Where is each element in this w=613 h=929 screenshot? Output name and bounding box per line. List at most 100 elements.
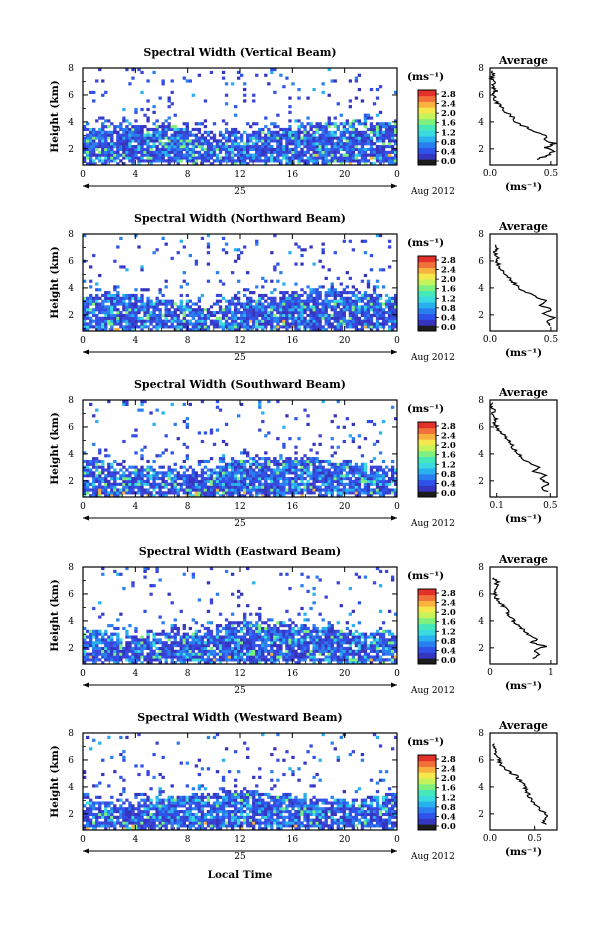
heatmap-cell <box>384 153 389 157</box>
heatmap-cell <box>372 471 377 475</box>
heatmap-cell <box>233 328 238 332</box>
heatmap-cell <box>236 153 241 157</box>
heatmap-cell <box>179 658 183 662</box>
heatmap-cell <box>140 402 144 406</box>
heatmap-cell <box>209 491 214 495</box>
heatmap-cell <box>270 153 274 157</box>
heatmap-cell <box>200 655 205 659</box>
heatmap-cell <box>89 462 93 466</box>
heatmap-cell <box>227 494 232 498</box>
heatmap-cell <box>215 316 220 320</box>
heatmap-cell <box>119 322 123 326</box>
heatmap-cell <box>173 319 177 323</box>
heatmap-cell <box>83 635 87 639</box>
heatmap-cell <box>170 601 174 605</box>
heatmap-cell <box>345 632 349 636</box>
heatmap-cell <box>312 485 316 489</box>
heatmap-cell <box>218 479 223 484</box>
heatmap-cell <box>98 474 102 478</box>
heatmap-cell <box>164 125 168 129</box>
heatmap-cell <box>327 649 331 653</box>
heatmap-cell <box>330 145 334 149</box>
heatmap-cell <box>294 477 298 481</box>
heatmap-cell <box>303 125 307 129</box>
heatmap-cell <box>203 147 208 152</box>
heatmap-cell <box>354 127 359 132</box>
heatmap-cell <box>212 477 217 481</box>
heatmap-cell <box>243 145 247 149</box>
heatmap-cell <box>140 130 144 134</box>
heatmap-cell <box>351 474 356 478</box>
heatmap-cell <box>158 153 162 157</box>
heatmap-cell <box>179 293 183 298</box>
heatmap-cell <box>291 130 295 134</box>
heatmap-cell <box>261 147 265 152</box>
heatmap-cell <box>291 325 295 329</box>
heatmap-cell <box>149 299 153 303</box>
heatmap-cell <box>116 293 120 298</box>
heatmap-cell <box>348 612 353 616</box>
heatmap-cell <box>92 133 96 137</box>
heatmap-cell <box>125 313 129 318</box>
heatmap-cell <box>128 635 132 639</box>
heatmap-cell <box>92 253 96 258</box>
heatmap-cell <box>161 82 165 86</box>
heatmap-cell <box>345 136 349 140</box>
heatmap-cell <box>276 479 280 484</box>
heatmap-cell <box>324 629 328 633</box>
heatmap-cell <box>309 632 313 636</box>
heatmap-cell <box>276 145 280 149</box>
heatmap-cell <box>95 632 99 636</box>
heatmap-cell <box>230 162 235 166</box>
heatmap-cell <box>113 652 117 656</box>
average-x-axis-label: (ms⁻¹) <box>505 347 542 359</box>
heatmap-cell <box>372 162 377 166</box>
heatmap-cell <box>92 136 96 140</box>
heatmap-cell <box>387 162 392 166</box>
average-frame <box>489 67 558 166</box>
heatmap-cell <box>249 649 253 653</box>
heatmap-cell <box>233 474 238 478</box>
heatmap-cell <box>273 629 277 633</box>
heatmap-cell <box>89 311 93 315</box>
heatmap-cell <box>185 649 189 653</box>
heatmap-cell <box>128 293 132 298</box>
heatmap-cell <box>354 494 359 498</box>
heatmap-cell <box>221 471 226 475</box>
heatmap-cell <box>215 311 220 315</box>
heatmap-cell <box>258 465 262 469</box>
heatmap-cell <box>273 90 277 94</box>
heatmap-cell <box>300 299 304 303</box>
heatmap-cell <box>279 474 283 478</box>
heatmap-cell <box>243 618 247 622</box>
heatmap-cell <box>312 136 316 140</box>
colorbar-swatch <box>418 325 436 332</box>
heatmap-cell <box>333 325 337 329</box>
heatmap-cell <box>185 655 189 659</box>
colorbar-swatch <box>418 479 436 486</box>
heatmap-cell <box>321 150 325 154</box>
heatmap-cell <box>243 462 247 466</box>
heatmap-cell <box>140 408 144 412</box>
heatmap-cell <box>194 159 199 163</box>
heatmap-cell <box>230 658 235 662</box>
heatmap-cell <box>218 459 223 464</box>
heatmap-cell <box>185 644 189 648</box>
heatmap-cell <box>333 308 337 312</box>
heatmap-cell <box>249 159 253 163</box>
heatmap-cell <box>191 575 196 579</box>
heatmap-cell <box>146 116 150 120</box>
heatmap-cell <box>378 465 383 469</box>
heatmap-cell <box>152 122 156 126</box>
heatmap-cell <box>128 474 132 478</box>
heatmap-cell <box>227 652 232 656</box>
heatmap-cell <box>336 102 340 106</box>
heatmap-cell <box>236 308 241 312</box>
heatmap-cell <box>261 293 265 298</box>
heatmap-cell <box>249 494 253 498</box>
heatmap-cell <box>261 658 265 662</box>
heatmap-cell <box>140 308 144 312</box>
heatmap-cell <box>197 661 202 665</box>
heatmap-cell <box>252 638 256 642</box>
heatmap-cell <box>279 308 283 312</box>
